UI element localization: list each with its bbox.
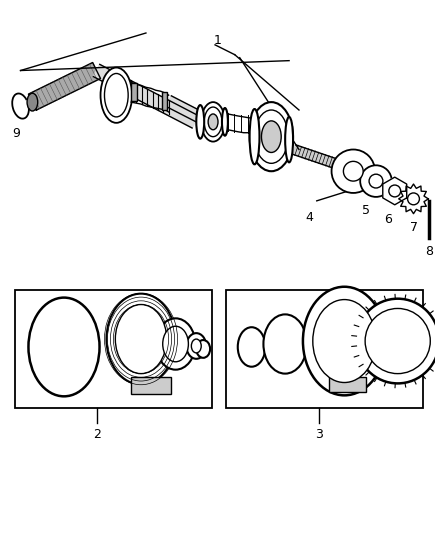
Ellipse shape — [105, 74, 128, 117]
Bar — [328, 377, 366, 392]
Ellipse shape — [365, 309, 430, 374]
Ellipse shape — [204, 107, 222, 136]
Ellipse shape — [313, 300, 376, 383]
Ellipse shape — [201, 102, 225, 142]
Ellipse shape — [28, 297, 99, 397]
Text: 8: 8 — [425, 245, 433, 259]
Ellipse shape — [250, 102, 293, 171]
Text: 5: 5 — [362, 204, 370, 217]
Bar — [162, 92, 167, 110]
Ellipse shape — [250, 109, 259, 164]
Ellipse shape — [187, 333, 206, 359]
Text: 9: 9 — [13, 127, 21, 140]
Polygon shape — [93, 64, 198, 128]
Ellipse shape — [101, 68, 132, 123]
Ellipse shape — [191, 339, 201, 353]
Ellipse shape — [389, 185, 401, 197]
Text: 3: 3 — [315, 428, 323, 441]
Polygon shape — [399, 184, 428, 214]
Text: 2: 2 — [92, 428, 100, 441]
Ellipse shape — [106, 294, 176, 384]
Polygon shape — [28, 62, 100, 110]
Ellipse shape — [263, 314, 307, 374]
Ellipse shape — [332, 149, 375, 193]
Ellipse shape — [115, 304, 167, 374]
Polygon shape — [166, 96, 208, 125]
Ellipse shape — [254, 110, 288, 163]
Ellipse shape — [356, 298, 438, 383]
Ellipse shape — [222, 108, 228, 136]
Ellipse shape — [303, 287, 386, 395]
Ellipse shape — [261, 121, 281, 152]
Polygon shape — [383, 177, 407, 205]
Ellipse shape — [369, 174, 383, 188]
Polygon shape — [293, 145, 345, 171]
Bar — [131, 83, 137, 101]
Text: 4: 4 — [305, 211, 313, 224]
Ellipse shape — [343, 161, 363, 181]
Text: 1: 1 — [214, 35, 222, 47]
Bar — [131, 377, 171, 394]
Ellipse shape — [360, 165, 392, 197]
Ellipse shape — [196, 105, 204, 139]
Ellipse shape — [208, 114, 218, 130]
Ellipse shape — [408, 193, 420, 205]
Ellipse shape — [156, 318, 195, 370]
Bar — [14, 290, 212, 408]
Ellipse shape — [285, 117, 293, 163]
Ellipse shape — [238, 327, 265, 367]
Ellipse shape — [196, 340, 210, 358]
Bar — [226, 290, 424, 408]
Ellipse shape — [163, 326, 188, 362]
Text: 7: 7 — [410, 221, 417, 233]
Ellipse shape — [27, 93, 38, 111]
Text: 6: 6 — [384, 213, 392, 225]
